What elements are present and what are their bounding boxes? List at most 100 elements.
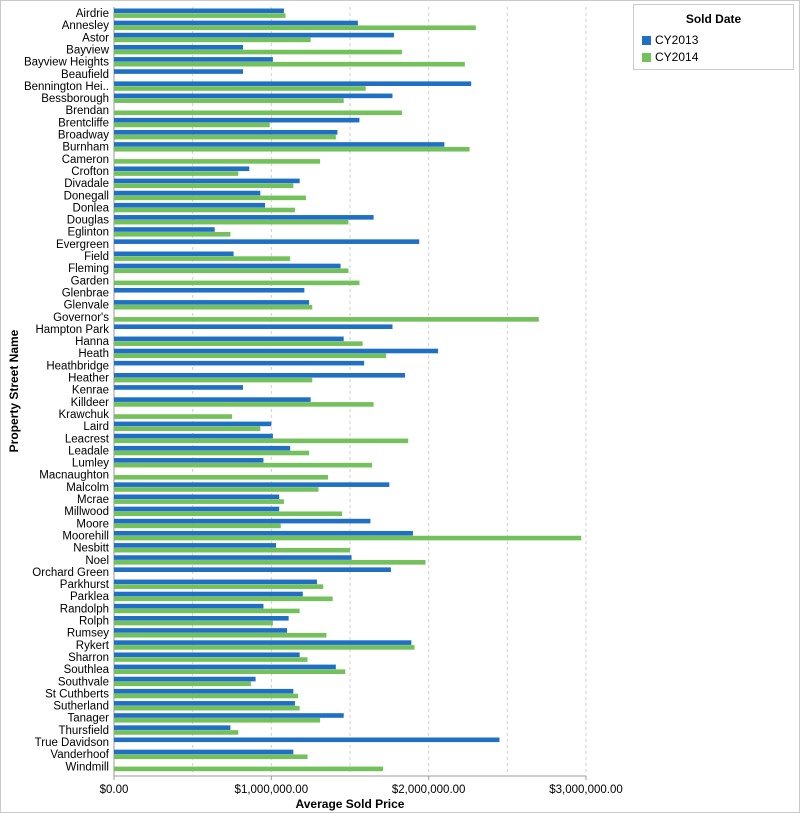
bar-cy2013-parklea[interactable] [114,591,303,597]
bar-cy2014-sutherland[interactable] [114,705,300,711]
bar-cy2013-douglas[interactable] [114,215,374,220]
bar-cy2014-millwood[interactable] [114,511,343,517]
bar-cy2014-killdeer[interactable] [114,402,374,407]
bar-cy2014-bayview-heights[interactable] [114,61,465,67]
bar-cy2013-donlea[interactable] [114,202,266,208]
bar-cy2013-astor[interactable] [114,32,395,38]
bar-cy2013-evergreen[interactable] [114,239,420,244]
bar-cy2013-leadale[interactable] [114,445,291,451]
bar-cy2013-killdeer[interactable] [114,397,311,402]
bar-cy2013-mcrae[interactable] [114,494,280,500]
bar-cy2014-hanna[interactable] [114,341,363,346]
bar-cy2013-beaufield[interactable] [114,69,244,74]
bar-cy2013-laird[interactable] [114,421,272,427]
bar-cy2014-airdrie[interactable] [114,13,286,18]
bar-cy2013-bayview[interactable] [114,44,244,50]
bar-cy2014-douglas[interactable] [114,219,349,225]
bar-cy2013-rumsey[interactable] [114,628,288,633]
bar-cy2013-heath[interactable] [114,348,439,354]
bar-cy2014-leacrest[interactable] [114,438,409,444]
bar-cy2013-millwood[interactable] [114,506,280,512]
bar-cy2013-lumley[interactable] [114,458,264,463]
bar-cy2013-bennington-hei[interactable] [114,81,472,86]
bar-cy2014-vanderhoof[interactable] [114,754,308,760]
bar-cy2014-governor-s[interactable] [114,317,539,322]
bar-cy2013-nesbitt[interactable] [114,543,277,548]
bar-cy2013-southvale[interactable] [114,676,256,682]
bar-cy2013-sharron[interactable] [114,652,300,658]
bar-cy2014-randolph[interactable] [114,608,300,614]
bar-cy2013-noel[interactable] [114,555,352,560]
bar-cy2013-eglinton[interactable] [114,227,215,232]
bar-cy2013-malcolm[interactable] [114,482,390,487]
bar-cy2014-thursfield[interactable] [114,730,239,735]
bar-cy2014-parkhurst[interactable] [114,584,324,589]
bar-cy2014-moorehill[interactable] [114,535,582,541]
bar-cy2014-st-cuthberts[interactable] [114,693,299,699]
bar-cy2013-field[interactable] [114,251,234,257]
bar-cy2014-rykert[interactable] [114,645,415,650]
bar-cy2014-noel[interactable] [114,560,426,565]
bar-cy2014-bayview[interactable] [114,49,402,55]
bar-cy2014-annesley[interactable] [114,25,476,31]
bar-cy2014-rolph[interactable] [114,620,273,626]
bar-cy2014-laird[interactable] [114,426,261,431]
bar-cy2013-sutherland[interactable] [114,701,295,706]
bar-cy2013-randolph[interactable] [114,603,264,609]
bar-cy2014-rumsey[interactable] [114,632,327,638]
bar-cy2014-southvale[interactable] [114,681,251,687]
bar-cy2013-crofton[interactable] [114,166,250,172]
bar-cy2014-heath[interactable] [114,353,387,359]
bar-cy2014-heather[interactable] [114,377,313,383]
bar-cy2014-brendan[interactable] [114,110,402,116]
bar-cy2013-hanna[interactable] [114,336,344,342]
bar-cy2014-crofton[interactable] [114,171,239,176]
bar-cy2013-vanderhoof[interactable] [114,749,294,755]
legend-item-cy2013[interactable]: CY2013 [642,33,698,47]
bar-cy2014-krawchuk[interactable] [114,414,232,419]
bar-cy2014-macnaughton[interactable] [114,475,328,480]
bar-cy2014-bessborough[interactable] [114,98,344,103]
bar-cy2014-fleming[interactable] [114,268,349,274]
bar-cy2014-eglinton[interactable] [114,232,231,237]
bar-cy2013-parkhurst[interactable] [114,579,317,585]
bar-cy2013-thursfield[interactable] [114,725,231,730]
bar-cy2013-moore[interactable] [114,518,371,524]
bar-cy2014-leadale[interactable] [114,450,310,456]
bar-cy2013-broadway[interactable] [114,130,338,135]
bar-cy2013-hampton-park[interactable] [114,324,393,329]
bar-cy2013-glenbrae[interactable] [114,287,305,293]
bar-cy2014-astor[interactable] [114,37,311,43]
bar-cy2013-bayview-heights[interactable] [114,57,273,62]
bar-cy2013-southlea[interactable] [114,664,336,670]
bar-cy2014-cameron[interactable] [114,159,321,164]
bar-cy2013-moorehill[interactable] [114,530,413,536]
bar-cy2013-airdrie[interactable] [114,8,284,14]
bar-cy2014-divadale[interactable] [114,183,294,188]
bar-cy2014-brentcliffe[interactable] [114,122,270,128]
bar-cy2013-bessborough[interactable] [114,93,393,99]
legend-item-cy2014[interactable]: CY2014 [642,50,698,64]
bar-cy2013-leacrest[interactable] [114,433,273,439]
bar-cy2014-donlea[interactable] [114,207,295,213]
bar-cy2014-nesbitt[interactable] [114,547,350,553]
bar-cy2013-heather[interactable] [114,373,406,378]
bar-cy2013-orchard-green[interactable] [114,567,391,572]
bar-cy2014-donegall[interactable] [114,195,306,201]
bar-cy2014-windmill[interactable] [114,766,384,772]
bar-cy2013-kenrae[interactable] [114,385,244,390]
bar-cy2013-glenvale[interactable] [114,300,310,305]
bar-cy2013-heathbridge[interactable] [114,360,365,366]
bar-cy2014-malcolm[interactable] [114,487,319,492]
bar-cy2014-glenvale[interactable] [114,304,313,310]
bar-cy2014-mcrae[interactable] [114,499,284,504]
bar-cy2014-sharron[interactable] [114,657,308,662]
bar-cy2013-divadale[interactable] [114,178,300,184]
bar-cy2013-burnham[interactable] [114,142,445,147]
bar-cy2013-brentcliffe[interactable] [114,117,360,123]
bar-cy2014-moore[interactable] [114,523,281,529]
bar-cy2014-broadway[interactable] [114,134,336,140]
bar-cy2013-rykert[interactable] [114,640,412,645]
bar-cy2014-burnham[interactable] [114,146,470,152]
bar-cy2014-parklea[interactable] [114,596,333,602]
